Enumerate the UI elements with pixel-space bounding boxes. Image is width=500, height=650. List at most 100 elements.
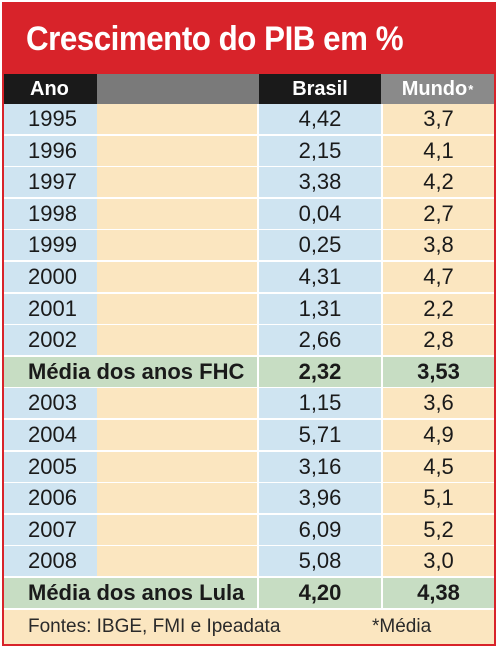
spacer-cell (97, 293, 257, 324)
average-row: Média dos anos FHC 2,32 3,53 (4, 356, 494, 388)
row-divider (4, 513, 494, 515)
page-title: Crescimento do PIB em % (26, 19, 404, 58)
year-cell: 2007 (4, 514, 97, 545)
mundo-value: 4,38 (381, 578, 494, 608)
header-mundo-label: Mundo (401, 77, 468, 100)
table-row: 1996 2,15 4,1 (4, 135, 494, 167)
brasil-value: 0,25 (257, 230, 381, 261)
year-cell: 2005 (4, 451, 97, 482)
mundo-value: 2,2 (381, 293, 494, 324)
spacer-cell (97, 135, 257, 166)
row-divider (4, 450, 494, 451)
spacer-cell (97, 388, 257, 419)
header-spacer (97, 74, 259, 104)
spacer-cell (97, 514, 257, 545)
row-divider (4, 134, 494, 135)
year-cell: 2008 (4, 546, 97, 577)
footer: Fontes: IBGE, FMI e Ipeadata *Média (4, 610, 494, 644)
average-row: Média dos anos Lula 4,20 4,38 (4, 578, 494, 609)
mundo-value: 4,2 (381, 167, 494, 198)
mundo-value: 3,7 (381, 104, 494, 134)
year-cell: 1999 (4, 230, 97, 261)
header-year-label: Ano (30, 77, 69, 100)
row-divider (4, 418, 494, 420)
mundo-value: 2,7 (381, 198, 494, 229)
brasil-value: 4,42 (257, 104, 381, 134)
sources-text: Fontes: IBGE, FMI e Ipeadata (28, 616, 281, 637)
mundo-value: 5,2 (381, 514, 494, 545)
brasil-value: 5,71 (257, 420, 381, 450)
brasil-value: 2,15 (257, 135, 381, 166)
mundo-value: 4,5 (381, 451, 494, 482)
year-cell: 1998 (4, 198, 97, 229)
row-divider (4, 481, 494, 483)
brasil-value: 5,08 (257, 546, 381, 577)
spacer-cell (97, 546, 257, 577)
row-divider (4, 165, 494, 167)
table-row: 1998 0,04 2,7 (4, 198, 494, 230)
table-row: 2005 3,16 4,5 (4, 451, 494, 483)
row-divider (4, 228, 494, 230)
mundo-value: 4,9 (381, 420, 494, 450)
mundo-value: 3,6 (381, 388, 494, 419)
table-row: 2004 5,71 4,9 (4, 420, 494, 451)
title-bar: Crescimento do PIB em % (4, 4, 494, 74)
spacer-cell (97, 104, 257, 134)
year-cell: 1996 (4, 135, 97, 166)
mundo-value: 3,53 (381, 356, 494, 387)
brasil-value: 3,96 (257, 483, 381, 514)
spacer-cell (97, 262, 257, 292)
header-mundo-asterisk: * (468, 81, 474, 97)
row-divider (4, 608, 494, 609)
brasil-value: 2,32 (257, 356, 381, 387)
year-cell: 2001 (4, 293, 97, 324)
mundo-value: 4,1 (381, 135, 494, 166)
year-cell: 2003 (4, 388, 97, 419)
spacer-cell (97, 325, 257, 356)
table-row: 2003 1,15 3,6 (4, 388, 494, 420)
header-brasil-label: Brasil (292, 77, 348, 100)
row-divider (4, 355, 494, 357)
table-row: 2002 2,66 2,8 (4, 325, 494, 357)
table-row: 2007 6,09 5,2 (4, 514, 494, 546)
mundo-value: 2,8 (381, 325, 494, 356)
average-label: Média dos anos Lula (4, 578, 257, 608)
footnote: *Média (372, 616, 432, 637)
table-row: 1997 3,38 4,2 (4, 167, 494, 199)
brasil-value: 1,15 (257, 388, 381, 419)
row-divider (4, 260, 494, 262)
row-divider (4, 292, 494, 293)
table-row: 2001 1,31 2,2 (4, 293, 494, 325)
table-row: 2006 3,96 5,1 (4, 483, 494, 515)
brasil-value: 3,16 (257, 451, 381, 482)
brasil-value: 3,38 (257, 167, 381, 198)
spacer-cell (97, 420, 257, 450)
year-cell: 1995 (4, 104, 97, 134)
brasil-value: 6,09 (257, 514, 381, 545)
brasil-value: 4,20 (257, 578, 381, 608)
table-row: 1999 0,25 3,8 (4, 230, 494, 262)
brasil-value: 4,31 (257, 262, 381, 292)
spacer-cell (97, 198, 257, 229)
header-year: Ano (4, 74, 97, 104)
table-row: 2000 4,31 4,7 (4, 262, 494, 293)
spacer-cell (97, 167, 257, 198)
header-mundo: Mundo * (381, 74, 494, 104)
average-label: Média dos anos FHC (4, 356, 257, 387)
year-cell: 2002 (4, 325, 97, 356)
row-divider (4, 323, 494, 325)
row-divider (4, 576, 494, 578)
year-cell: 2000 (4, 262, 97, 292)
header-brasil: Brasil (259, 74, 381, 104)
year-cell: 2006 (4, 483, 97, 514)
row-divider (4, 386, 494, 388)
year-cell: 2004 (4, 420, 97, 450)
mundo-value: 4,7 (381, 262, 494, 292)
spacer-cell (97, 230, 257, 261)
mundo-value: 3,8 (381, 230, 494, 261)
brasil-value: 1,31 (257, 293, 381, 324)
table-row: 1995 4,42 3,7 (4, 104, 494, 135)
spacer-cell (97, 483, 257, 514)
brasil-value: 2,66 (257, 325, 381, 356)
table-header: Ano Brasil Mundo * (4, 74, 494, 104)
